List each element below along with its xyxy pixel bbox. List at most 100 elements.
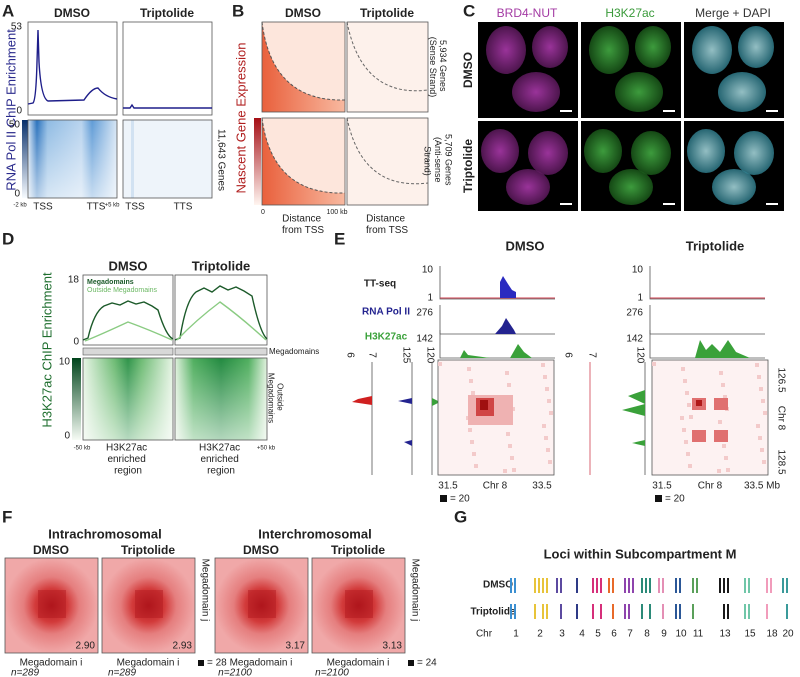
x-tick-label: TSS [125,202,145,213]
locus [641,604,643,619]
nucleus [738,26,774,68]
contact-pixel [471,391,475,395]
locus [692,604,694,619]
tick-label: 7 [366,352,377,358]
contact-pixel [688,464,692,468]
locus [556,578,558,593]
score-label: 3.17 [286,641,306,652]
frame [82,274,174,346]
locus [514,578,516,593]
x-tick-label: +5 kb [105,203,121,209]
contact-pixel [683,379,687,383]
x-axis-label: Megadomain i [230,658,293,669]
locus [608,578,610,593]
x-tick-label: -2 kb [13,203,27,209]
nucleus [635,26,671,68]
locus [766,578,768,593]
nucleus [584,129,622,173]
contact-pixel [510,456,514,460]
track-label: TT-seq [364,279,396,290]
tick-label: 0 [64,431,70,442]
profile-curve [84,321,173,342]
contact-pixel [547,399,551,403]
contact-pixel [544,436,548,440]
tick-label: 276 [416,308,433,319]
x-axis-label: H3K27ac enriched region [199,442,243,476]
contact-pixel [680,416,684,420]
condition-label: DMSO [54,6,90,20]
contact-pixel [719,371,723,375]
frame [27,21,118,116]
contact-pixel [761,399,765,403]
frame [261,21,346,113]
tick-label: 10 [422,265,434,276]
count-label: n=289 [11,668,40,677]
heatmap [347,22,428,112]
contact-block [480,400,488,410]
locus [662,604,664,619]
frame [82,357,174,441]
locus [748,604,750,619]
frame [651,359,769,476]
y-axis-label: Megadomain j [409,559,420,622]
heatmap [347,118,428,205]
x-tick-label: 4 [579,629,585,640]
x-axis-label: Megadomain i [20,658,83,669]
scale-bar [766,110,778,112]
tick-label: 125 [400,347,411,364]
contact-block [714,398,728,410]
contact-pixel [763,411,767,415]
pile-up-center [248,590,276,618]
tick-label: 0 [16,106,22,117]
x-tick-label: 3 [559,629,565,640]
colorbar [72,358,81,440]
contact-pixel [718,420,722,424]
tick-label: 7 [586,352,597,358]
locus [649,604,651,619]
locus [658,578,660,593]
y-axis-label: Nascent Gene Expression [233,42,248,193]
y-tick-label: 128.5 [775,449,786,474]
contact-pixel [685,391,689,395]
frame [346,117,429,206]
profile-curve [123,103,212,109]
heatmap-fade [83,358,173,440]
locus [592,578,594,593]
locus [632,578,634,593]
locus [727,604,729,619]
x-tick-label: 5 [595,629,601,640]
locus [542,604,544,619]
megadomain-band [174,347,268,356]
colorbar [254,118,261,205]
contact-pixel [758,436,762,440]
scale-swatch [408,660,414,666]
pile-up-map [5,558,98,653]
contact-pixel [507,383,511,387]
contact-pixel [687,403,691,407]
x-tick-label: 33.5 [532,481,552,492]
x-tick-label: TTS [87,202,106,213]
axis [649,305,765,335]
contact-pixel [503,469,507,473]
contact-pixel [549,411,553,415]
frame [122,119,213,199]
count-label: n=289 [108,668,137,677]
locus [510,578,512,593]
y-tick-label: Chr 8 [775,406,786,431]
frame [261,117,346,206]
count-label: n=2100 [315,668,349,677]
tick-label: 10 [59,357,71,368]
pile-up-map [102,558,195,653]
pile-up-center [345,590,373,618]
row-label: Triptolide [471,607,516,618]
contact-map [652,360,768,475]
condition-label: Triptolide [331,543,385,557]
locus [538,578,540,593]
locus [770,578,772,593]
locus [534,604,536,619]
contact-pixel [470,440,474,444]
contact-pixel [545,387,549,391]
contact-pixel [468,428,472,432]
nucleus [712,169,756,205]
